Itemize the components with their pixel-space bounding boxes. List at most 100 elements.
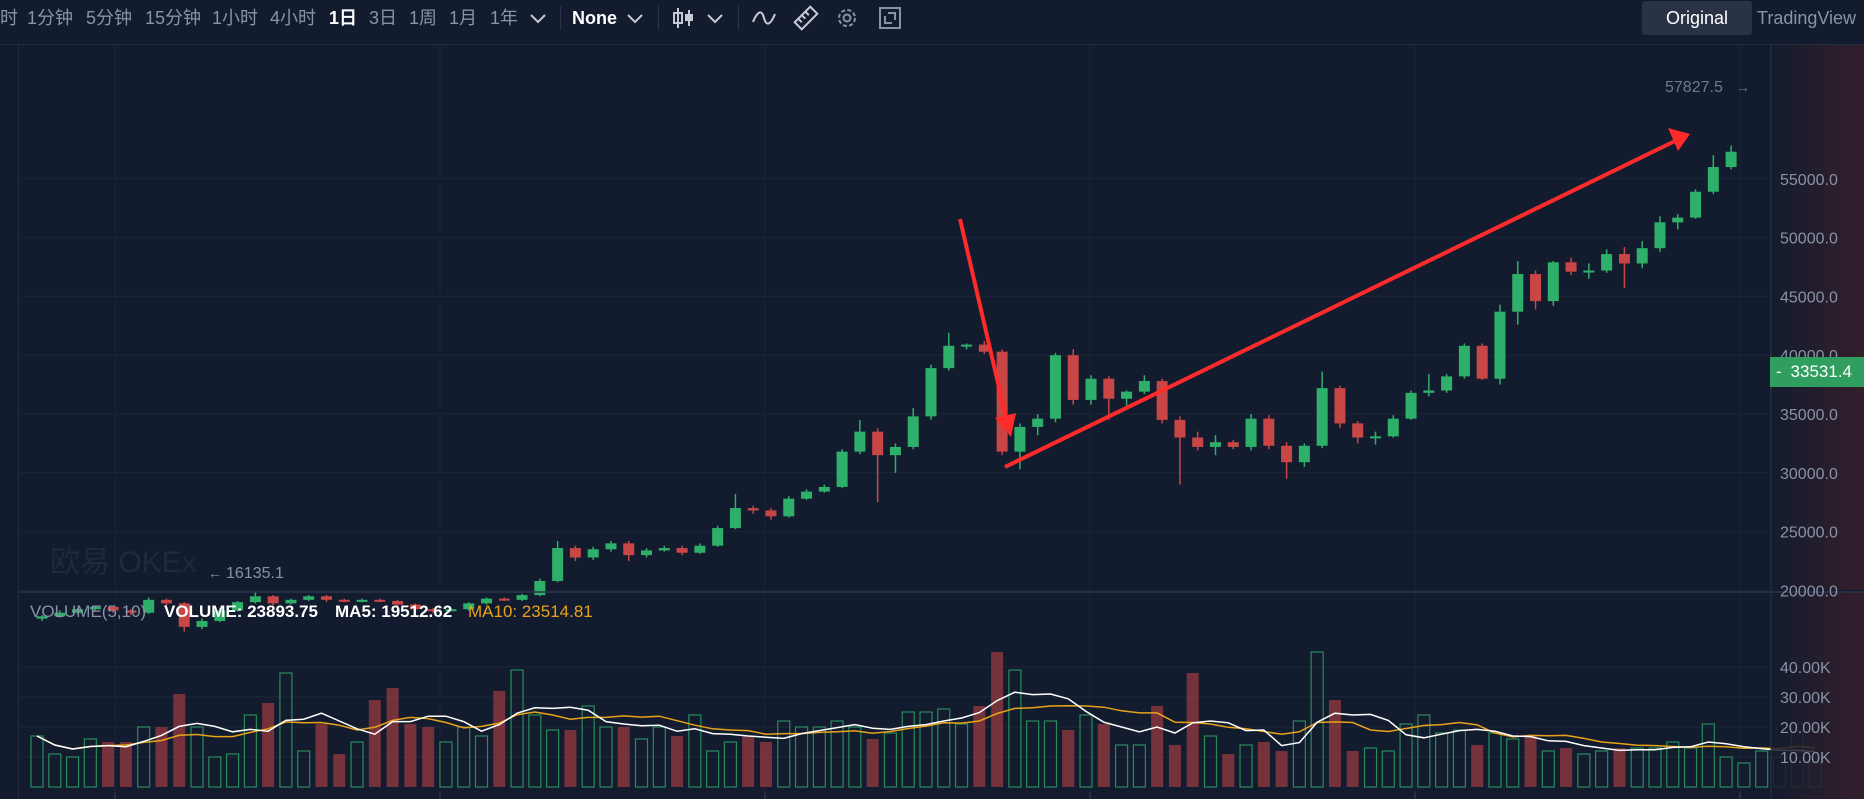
candle-body	[1654, 222, 1666, 249]
interval-15m[interactable]: 15分钟	[145, 8, 202, 28]
price-tick-label: 50000.0	[1780, 231, 1838, 248]
price-tick-label: 25000.0	[1780, 525, 1838, 542]
volume-bar	[422, 727, 435, 787]
volume-bar	[1346, 751, 1359, 787]
chevron-down-icon[interactable]	[624, 4, 646, 32]
volume-bar	[368, 700, 381, 787]
chevron-down-icon[interactable]	[527, 4, 549, 32]
volume-bar	[581, 705, 595, 788]
candle-body	[1405, 392, 1417, 419]
chevron-down-icon[interactable]	[704, 4, 726, 32]
candle-body	[1245, 418, 1257, 447]
interval-1h[interactable]: 1小时	[212, 8, 259, 28]
volume-bar	[1381, 750, 1395, 788]
candle-body	[72, 609, 84, 613]
volume-bar	[83, 738, 97, 788]
down-arrow-shaft	[958, 218, 1009, 423]
volume-series	[30, 651, 1822, 788]
trend-arrows	[958, 128, 1690, 469]
volume-bar	[173, 694, 186, 787]
fullscreen-icon[interactable]	[876, 4, 904, 32]
candle-body	[89, 606, 101, 610]
candle-body	[36, 616, 48, 619]
volume-bar	[1488, 732, 1502, 788]
view-original-button[interactable]: Original	[1642, 1, 1752, 35]
volume-bar	[1186, 673, 1199, 787]
candle-body	[214, 610, 226, 621]
volume-bar	[848, 726, 862, 788]
candlestick-icon[interactable]	[670, 4, 696, 32]
price-tick-label: 20000.0	[1780, 583, 1838, 600]
line-style-icon[interactable]	[750, 4, 778, 32]
volume-bar	[243, 714, 257, 788]
interval-5m[interactable]: 5分钟	[86, 8, 133, 28]
candle-body	[605, 543, 617, 550]
candle-body	[232, 602, 244, 611]
candle-body	[1352, 423, 1364, 438]
interval-1w[interactable]: 1周	[409, 8, 438, 28]
candle-body	[747, 508, 759, 511]
candle-body	[1707, 167, 1719, 192]
settings-icon[interactable]	[833, 4, 861, 32]
volume-bar	[1719, 756, 1733, 788]
interval-4h[interactable]: 4小时	[270, 8, 317, 28]
volume-bar	[1257, 742, 1270, 787]
candle-body	[338, 599, 350, 602]
current-price-dash: -	[1776, 362, 1782, 381]
candle-body	[552, 548, 564, 581]
volume-bar	[1043, 720, 1058, 788]
ma10-value: MA10: 23514.81	[468, 602, 593, 621]
volume-bar	[1541, 750, 1555, 788]
current-price-value: 33531.4	[1790, 362, 1852, 381]
volume-bar	[1275, 751, 1288, 787]
interval-partial[interactable]: 时	[0, 8, 18, 28]
volume-bar	[1524, 736, 1537, 787]
price-tick-label: 45000.0	[1780, 289, 1838, 306]
candle-body	[1387, 418, 1399, 437]
candle-body	[463, 603, 475, 610]
candle-body	[943, 345, 955, 369]
interval-1y[interactable]: 1年	[490, 8, 519, 28]
candle-body	[356, 599, 368, 602]
candle-body	[1565, 262, 1577, 272]
candle-body	[1067, 355, 1079, 400]
candle-body	[1370, 436, 1381, 439]
high-price-arrow: →	[1736, 79, 1750, 95]
ruler-icon[interactable]	[792, 4, 820, 32]
candle-body	[374, 599, 386, 602]
candle-body	[1156, 381, 1168, 420]
interval-1d[interactable]: 1日	[329, 8, 358, 28]
price-tick-label: 30000.0	[1780, 466, 1838, 483]
candle-body	[1174, 419, 1186, 438]
candle-body	[1725, 151, 1737, 168]
candle-body	[249, 596, 261, 603]
toolbar-divider	[560, 6, 561, 30]
candle-body	[907, 416, 919, 447]
candle-body	[1618, 254, 1630, 264]
interval-1mo[interactable]: 1月	[449, 8, 478, 28]
candle-body	[196, 620, 208, 627]
interval-3d[interactable]: 3日	[369, 8, 398, 28]
volume-bar	[1737, 762, 1751, 788]
candle-body	[1121, 391, 1133, 399]
candle-body	[125, 610, 137, 613]
toolbar-divider	[658, 6, 659, 30]
volume-tick-label: 30.00K	[1780, 690, 1831, 707]
volume-bar	[830, 720, 844, 788]
indicator-select[interactable]: None	[572, 8, 617, 28]
candle-body	[445, 609, 457, 612]
view-tradingview-button[interactable]: TradingView	[1757, 8, 1857, 28]
candle-body	[1601, 254, 1613, 271]
volume-bar	[671, 736, 684, 787]
volume-bar	[208, 756, 222, 788]
volume-bar	[474, 735, 489, 788]
candle-body	[1530, 274, 1542, 302]
candle-body	[1583, 270, 1595, 273]
volume-bar	[350, 741, 364, 788]
candle-body	[854, 431, 866, 452]
interval-1m[interactable]: 1分钟	[27, 8, 74, 28]
watermark: 欧易 OKEx	[50, 546, 197, 579]
candle-body	[1032, 418, 1044, 427]
candle-body	[872, 431, 884, 456]
